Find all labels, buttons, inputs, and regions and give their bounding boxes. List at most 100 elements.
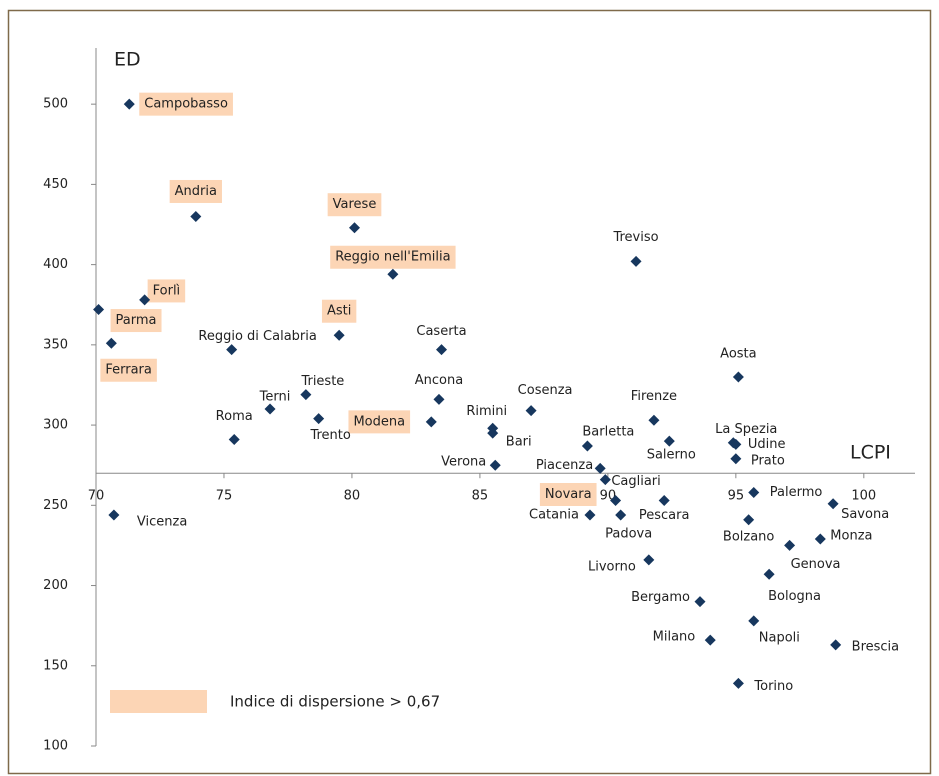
point xyxy=(300,389,312,401)
point-label: Piacenza xyxy=(536,458,593,473)
point xyxy=(830,639,842,651)
point-label: Udine xyxy=(748,437,786,452)
highlight-box xyxy=(321,299,357,323)
point xyxy=(581,440,593,452)
point-label: Roma xyxy=(216,409,253,424)
y-tick-label: 450 xyxy=(43,177,68,192)
point-label: Monza xyxy=(830,529,872,544)
y-axis-label: ED xyxy=(114,49,141,71)
legend-swatch xyxy=(110,690,207,713)
point-label: Asti xyxy=(327,304,351,319)
point xyxy=(313,413,325,425)
point xyxy=(387,268,399,280)
point-label: Bologna xyxy=(768,589,821,604)
point-label: Bergamo xyxy=(631,590,690,605)
point-label: La Spezia xyxy=(715,422,777,437)
point xyxy=(610,494,622,506)
point xyxy=(648,414,660,426)
point-label: Reggio nell'Emilia xyxy=(335,250,450,265)
highlight-box xyxy=(348,410,411,434)
y-tick-label: 200 xyxy=(43,578,68,593)
point-label: Cosenza xyxy=(518,383,573,398)
point xyxy=(433,393,445,405)
point xyxy=(108,509,120,521)
point xyxy=(105,337,117,349)
point-label: Varese xyxy=(333,197,377,212)
point-label: Livorno xyxy=(588,559,636,574)
point-label: Vicenza xyxy=(137,514,187,529)
point-label: Novara xyxy=(545,487,592,502)
point-label: Forlì xyxy=(153,283,181,298)
point-label: Salerno xyxy=(647,448,696,463)
point xyxy=(732,371,744,383)
point-label: Caserta xyxy=(416,324,466,339)
x-tick-label: 80 xyxy=(344,489,361,504)
point-label: Pescara xyxy=(639,508,690,523)
y-tick-label: 400 xyxy=(43,257,68,272)
highlight-box xyxy=(169,179,222,203)
point xyxy=(228,434,240,446)
point xyxy=(348,222,360,234)
x-tick-label: 85 xyxy=(472,489,489,504)
point xyxy=(704,634,716,646)
point-label: Savona xyxy=(841,507,889,522)
point-label: Genova xyxy=(791,557,841,572)
point xyxy=(763,568,775,580)
point-label: Ferrara xyxy=(105,363,152,378)
point-label: Ancona xyxy=(415,373,463,388)
point-label: Brescia xyxy=(852,639,899,654)
y-tick-label: 150 xyxy=(43,658,68,673)
point xyxy=(123,98,135,110)
point xyxy=(226,344,238,356)
point xyxy=(425,416,437,428)
point xyxy=(663,435,675,447)
highlight-box xyxy=(330,245,456,269)
point xyxy=(748,615,760,627)
point xyxy=(264,403,276,415)
point xyxy=(643,554,655,566)
point-label: Andria xyxy=(175,184,217,199)
point-label: Napoli xyxy=(759,630,800,645)
point xyxy=(694,596,706,608)
point-label: Campobasso xyxy=(144,97,228,112)
legend-label: Indice di dispersione > 0,67 xyxy=(230,693,440,711)
point-label: Firenze xyxy=(631,389,677,404)
point-label: Trento xyxy=(309,428,350,443)
point xyxy=(333,329,345,341)
y-tick-label: 300 xyxy=(43,418,68,433)
point xyxy=(730,453,742,465)
point xyxy=(487,427,499,439)
point xyxy=(784,539,796,551)
point xyxy=(827,498,839,510)
point-label: Barletta xyxy=(582,424,634,439)
highlight-box xyxy=(327,193,382,217)
point xyxy=(139,294,151,306)
point xyxy=(658,494,670,506)
point-label: Prato xyxy=(751,453,785,468)
point xyxy=(489,459,501,471)
point-label: Cagliari xyxy=(611,474,660,489)
highlight-box xyxy=(110,309,162,333)
highlight-box xyxy=(147,279,186,303)
y-tick-label: 500 xyxy=(43,97,68,112)
point-label: Treviso xyxy=(612,230,658,245)
y-tick-label: 350 xyxy=(43,337,68,352)
point-label: Terni xyxy=(259,390,291,405)
point-label: Verona xyxy=(441,455,486,470)
point-label: Bari xyxy=(506,435,532,450)
frame xyxy=(7,9,932,775)
point-label: Torino xyxy=(753,679,793,694)
y-tick-label: 100 xyxy=(43,739,68,754)
point-label: Reggio di Calabria xyxy=(198,329,316,344)
point-label: Padova xyxy=(605,526,652,541)
y-tick-label: 250 xyxy=(43,498,68,513)
point xyxy=(748,486,760,498)
x-tick-label: 100 xyxy=(851,489,876,504)
point xyxy=(630,255,642,267)
point xyxy=(599,474,611,486)
point-label: Parma xyxy=(116,313,157,328)
x-tick-label: 95 xyxy=(728,489,745,504)
highlight-box xyxy=(100,358,157,382)
point xyxy=(814,533,826,545)
